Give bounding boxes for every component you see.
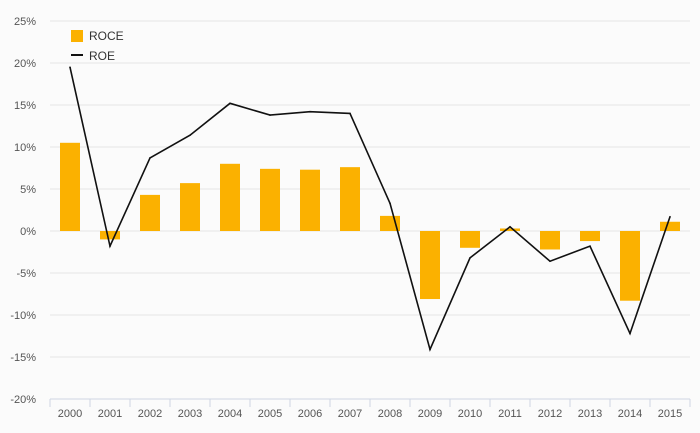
roe-point <box>349 112 351 115</box>
x-tick-label: 2010 <box>458 408 482 420</box>
x-tick-label: 2009 <box>418 408 442 420</box>
roe-line-group <box>69 66 671 352</box>
x-tick-label: 2003 <box>178 408 202 420</box>
x-tick-label: 2005 <box>258 408 282 420</box>
roce-bar <box>460 231 480 248</box>
y-tick-label: -15% <box>10 352 36 364</box>
legend-roce-swatch <box>71 30 83 42</box>
roce-bar <box>540 231 560 250</box>
x-tick-label: 2002 <box>138 408 162 420</box>
roe-point <box>669 215 671 218</box>
y-tick-label: -10% <box>10 310 36 322</box>
roce-bar <box>100 231 120 240</box>
legend-roe-label: ROE <box>89 49 115 63</box>
x-tick-label: 2001 <box>98 408 122 420</box>
y-tick-label: -20% <box>10 394 36 406</box>
roe-point <box>549 260 551 263</box>
roce-bar <box>420 231 440 300</box>
roce-bar <box>300 169 320 231</box>
y-tick-label: 10% <box>14 142 36 154</box>
roe-point <box>269 114 271 116</box>
roe-point <box>509 226 511 228</box>
legend: ROCE ROE <box>71 29 124 63</box>
roe-point <box>629 332 631 335</box>
roce-bar <box>180 183 200 231</box>
y-tick-label: 25% <box>14 16 36 28</box>
roe-point <box>109 245 111 247</box>
y-tick-label: 5% <box>20 184 36 196</box>
x-tick-label: 2007 <box>338 408 362 420</box>
roce-bar <box>340 167 360 231</box>
roce-bar <box>660 221 680 231</box>
roce-bar <box>140 194 160 231</box>
roe-point <box>69 66 71 68</box>
roe-point <box>309 110 311 113</box>
roe-point <box>389 202 391 205</box>
roce-bar <box>260 168 280 231</box>
roe-line <box>69 67 671 352</box>
x-tick-label: 2015 <box>658 408 682 420</box>
roe-point <box>469 257 471 259</box>
x-tick-label: 2013 <box>578 408 602 420</box>
roce-bar <box>580 231 600 242</box>
roce-bar <box>220 163 240 231</box>
x-tick-label: 2006 <box>298 408 322 420</box>
x-tick-label: 2008 <box>378 408 402 420</box>
roe-point <box>429 348 431 351</box>
roe-point <box>589 245 591 247</box>
roce-bar <box>500 228 520 231</box>
y-tick-label: 0% <box>20 226 36 238</box>
x-tick-label: 2012 <box>538 408 562 420</box>
x-tick-label: 2014 <box>618 408 642 420</box>
x-axis: 2000 2001 2002 2003 2004 2005 2006 2007 2008 2009… <box>49 398 691 420</box>
y-tick-label: -5% <box>16 268 36 280</box>
roce-bar <box>60 142 80 231</box>
roe-point <box>149 157 151 159</box>
x-tick-label: 2004 <box>218 408 242 420</box>
roce-bar <box>620 231 640 301</box>
roe-point <box>189 134 191 137</box>
x-tick-label: 2011 <box>498 408 522 420</box>
roe-point <box>229 102 231 105</box>
y-tick-label: 15% <box>14 100 36 112</box>
y-tick-label: 20% <box>14 58 36 70</box>
legend-roce-label: ROCE <box>89 29 124 43</box>
x-tick-label: 2000 <box>58 408 82 420</box>
roce-bars <box>60 142 680 301</box>
y-axis: 25% 20% 15% 10% 5% 0% -5% -10% -15% -20% <box>10 16 36 406</box>
